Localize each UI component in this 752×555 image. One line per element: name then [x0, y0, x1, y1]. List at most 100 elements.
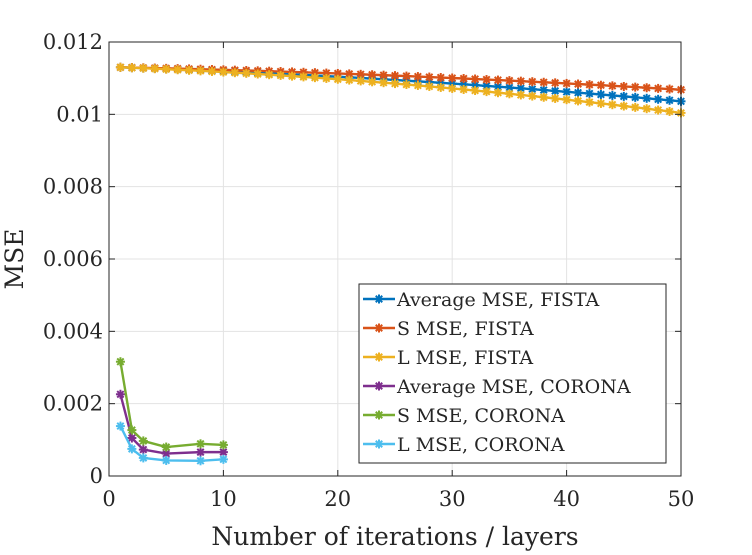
data-point — [504, 76, 514, 86]
data-point — [333, 74, 343, 84]
data-point — [516, 83, 526, 93]
data-point — [619, 101, 629, 111]
marker-core — [175, 67, 180, 72]
legend-entry: Average MSE, FISTA — [363, 289, 600, 311]
marker-core — [187, 68, 192, 73]
marker-core — [576, 98, 581, 103]
x-axis-label: Number of iterations / layers — [211, 522, 578, 551]
marker-core — [450, 81, 455, 86]
marker-core — [564, 97, 569, 102]
data-point — [379, 70, 389, 80]
data-point — [493, 88, 503, 98]
data-point — [630, 92, 640, 102]
marker-core — [118, 65, 123, 70]
data-point — [413, 80, 423, 90]
marker-core — [656, 97, 661, 102]
legend-label: Average MSE, CORONA — [396, 376, 631, 398]
marker-core — [633, 105, 638, 110]
data-point — [665, 106, 675, 116]
marker-core — [278, 73, 283, 78]
data-point — [413, 72, 423, 82]
data-point — [596, 90, 606, 100]
marker-core — [198, 450, 203, 455]
data-point — [424, 81, 434, 91]
data-point — [550, 78, 560, 88]
marker-core — [324, 71, 329, 76]
data-point — [470, 74, 480, 84]
marker-core — [221, 442, 226, 447]
data-point — [218, 67, 228, 77]
marker-core — [438, 85, 443, 90]
data-point — [161, 455, 171, 465]
marker-core — [667, 109, 672, 114]
legend-marker — [374, 323, 384, 333]
y-tick-label: 0.002 — [43, 392, 103, 416]
x-tick-label: 20 — [324, 487, 351, 511]
data-point — [665, 84, 675, 94]
x-tick-label: 40 — [553, 487, 580, 511]
data-point — [607, 81, 617, 91]
y-tick-label: 0.008 — [43, 175, 103, 199]
marker-core — [415, 74, 420, 79]
data-point — [115, 421, 125, 431]
legend: Average MSE, FISTA S MSE, FISTA L MSE, FIS… — [358, 283, 667, 464]
marker-core — [427, 84, 432, 89]
legend-label: L MSE, CORONA — [397, 434, 565, 456]
data-point — [584, 89, 594, 99]
marker-core — [415, 83, 420, 88]
marker-core — [621, 84, 626, 89]
marker-core — [484, 77, 489, 82]
marker-core — [656, 108, 661, 113]
marker-core — [164, 445, 169, 450]
marker-core — [152, 66, 157, 71]
series-s-mse-corona — [115, 357, 228, 452]
data-point — [516, 90, 526, 100]
marker-core — [553, 88, 558, 93]
marker-core — [376, 412, 382, 418]
data-point — [584, 80, 594, 90]
data-point — [447, 73, 457, 83]
data-point — [436, 82, 446, 92]
data-point — [196, 447, 206, 457]
marker-core — [370, 72, 375, 77]
marker-core — [438, 75, 443, 80]
data-point — [573, 88, 583, 98]
marker-core — [564, 81, 569, 86]
legend-marker — [374, 352, 384, 362]
data-point — [127, 444, 137, 454]
data-point — [161, 442, 171, 452]
data-point — [138, 445, 148, 455]
data-point — [253, 69, 263, 79]
marker-core — [610, 93, 615, 98]
data-point — [573, 96, 583, 106]
data-point — [184, 65, 194, 75]
data-point — [550, 93, 560, 103]
series-l-mse-fista — [115, 62, 686, 118]
marker-core — [461, 76, 466, 81]
marker-core — [507, 85, 512, 90]
marker-core — [198, 68, 203, 73]
marker-core — [164, 67, 169, 72]
marker-core — [232, 70, 237, 75]
data-point — [527, 77, 537, 87]
marker-core — [633, 95, 638, 100]
data-point — [596, 98, 606, 108]
legend-marker — [374, 410, 384, 420]
marker-core — [541, 88, 546, 93]
marker-core — [376, 296, 382, 302]
data-point — [218, 440, 228, 450]
marker-core — [129, 65, 134, 70]
marker-core — [541, 95, 546, 100]
data-point — [493, 75, 503, 85]
legend-marker — [374, 439, 384, 449]
series-l-mse-corona — [115, 421, 228, 466]
data-point — [344, 75, 354, 85]
data-point — [115, 62, 125, 72]
marker-core — [473, 83, 478, 88]
marker-core — [358, 78, 363, 83]
data-point — [619, 91, 629, 101]
data-point — [196, 439, 206, 449]
marker-core — [644, 85, 649, 90]
marker-core — [484, 89, 489, 94]
y-tick-label: 0.012 — [43, 30, 103, 54]
